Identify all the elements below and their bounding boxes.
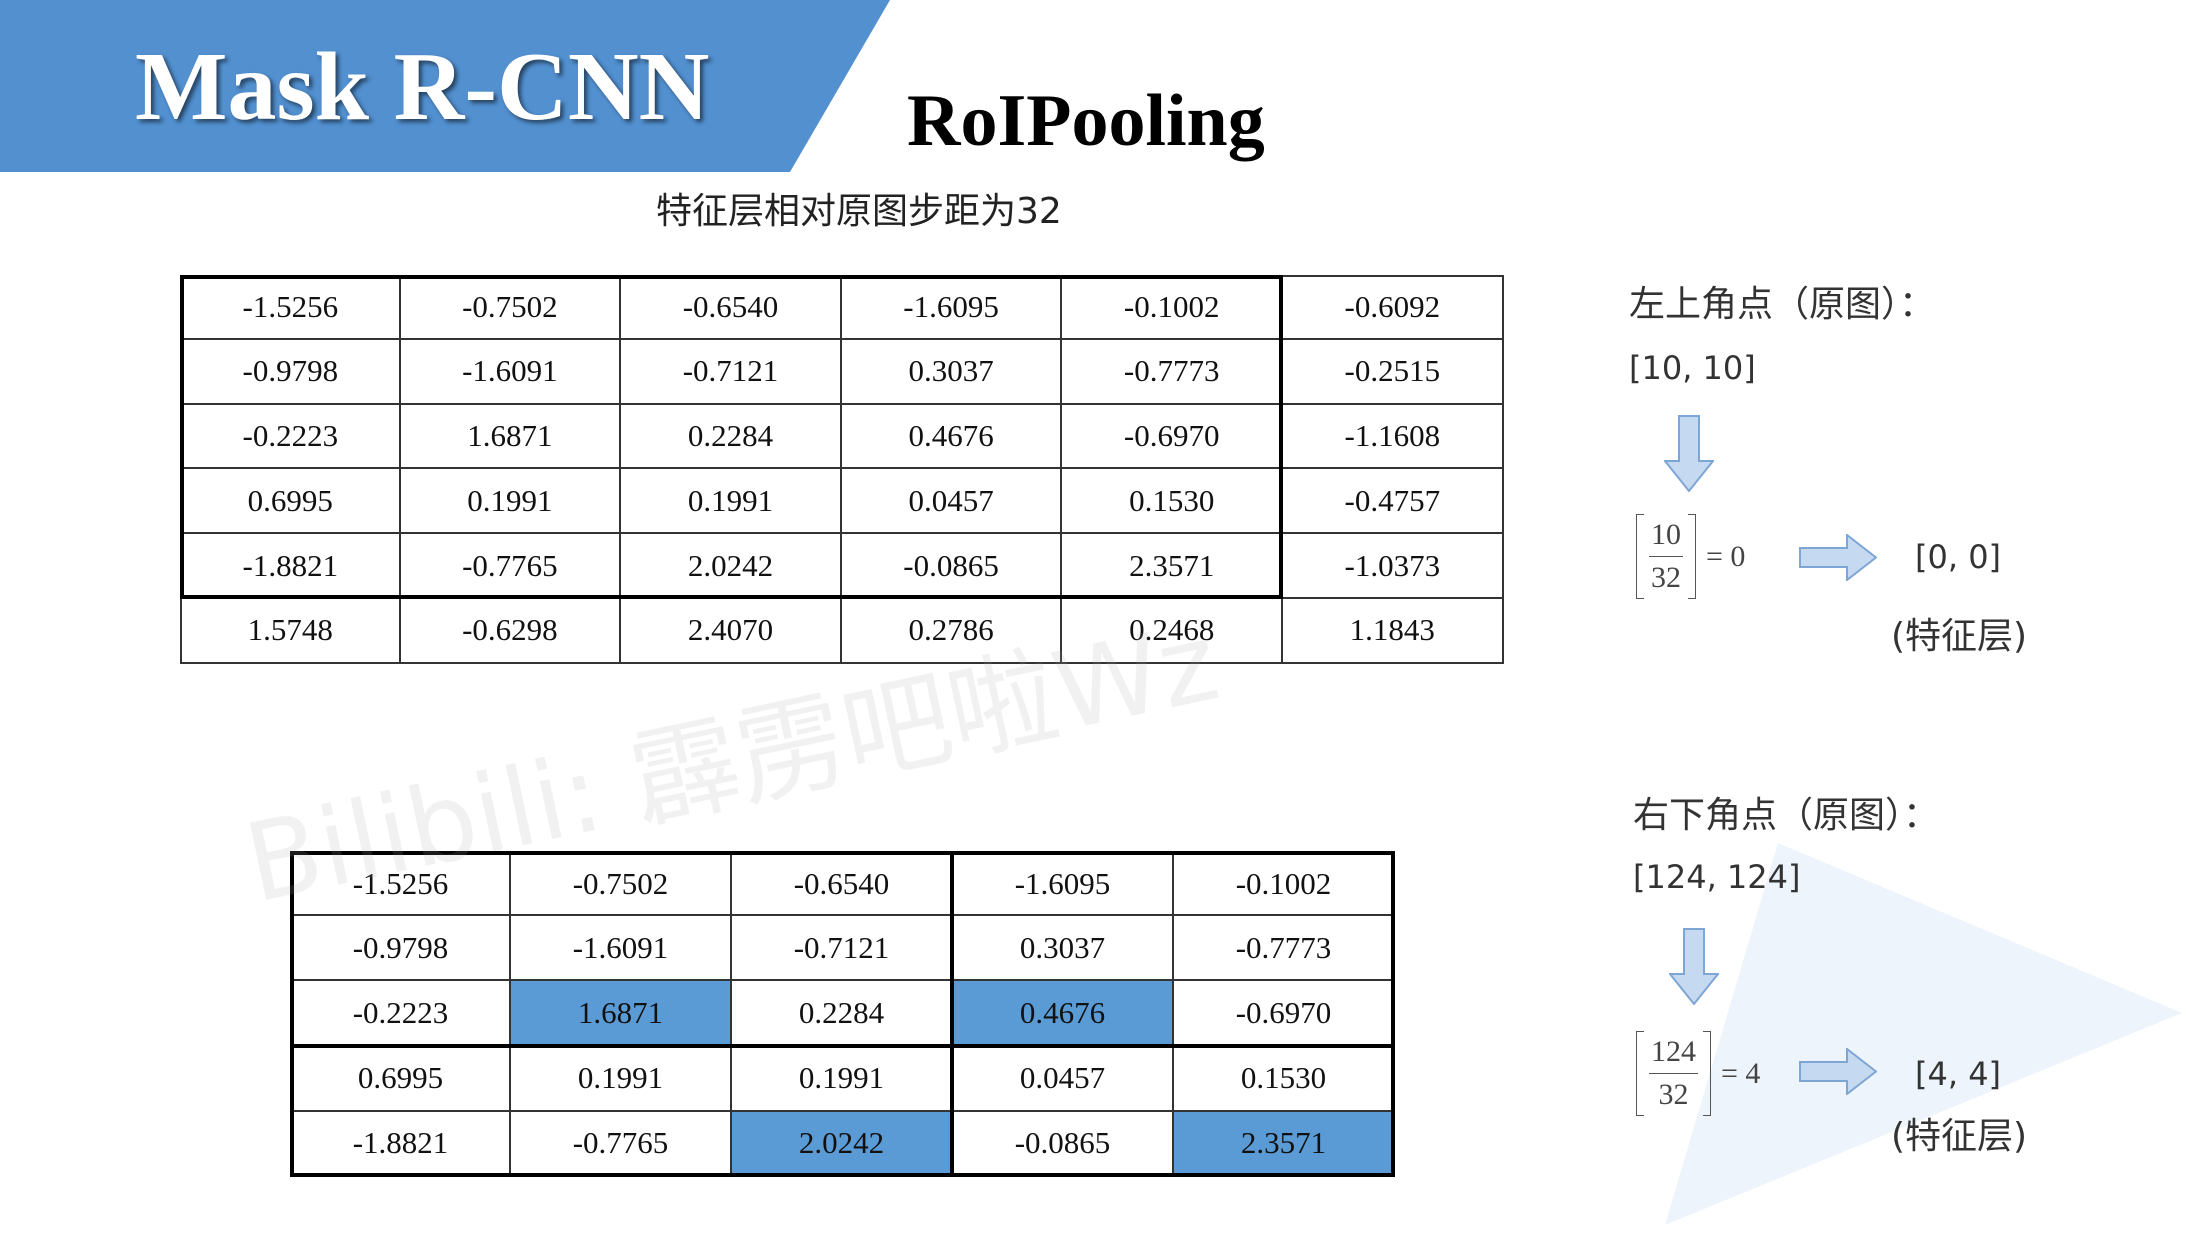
bottom-right-feature-coords: [4, 4] — [1915, 1055, 2002, 1093]
table-cell-highlighted: 0.4676 — [953, 981, 1174, 1047]
table-cell: -1.1608 — [1283, 404, 1504, 470]
table-cell: 0.3037 — [953, 916, 1174, 982]
table-cell: 0.2786 — [841, 599, 1063, 664]
top-left-feature-coords: [0, 0] — [1915, 538, 2002, 576]
feature-map-table: -1.5256 -0.7502 -0.6540 -1.6095 -0.1002 -0.60… — [180, 275, 1504, 664]
table-cell: -0.7502 — [511, 851, 732, 917]
table-cell: -0.7773 — [1174, 916, 1395, 982]
table-cell: 0.1991 — [400, 469, 622, 535]
arrow-right-icon — [1799, 1048, 1877, 1095]
table-cell: -0.1002 — [1062, 275, 1283, 340]
table-cell: 0.1530 — [1174, 1046, 1395, 1112]
fraction: 10 32 — [1644, 516, 1688, 598]
table-cell: -0.7121 — [732, 916, 953, 982]
table-cell: -1.0373 — [1283, 534, 1504, 599]
table-cell: -1.5256 — [180, 275, 401, 340]
left-bracket — [1636, 514, 1644, 599]
floor-division-formula: 10 32 = 0 — [1636, 514, 1745, 599]
table-cell: 0.1991 — [621, 469, 842, 535]
table-caption: 特征层相对原图步距为32 — [656, 191, 1062, 232]
arrow-down-icon — [1664, 415, 1714, 492]
roi-pooling-table: -1.5256 -0.7502 -0.6540 -1.6095 -0.1002 -0.97… — [290, 851, 1395, 1177]
table-cell: -0.0865 — [953, 1111, 1174, 1177]
table-cell: -0.6298 — [400, 599, 622, 664]
table-cell: -1.8821 — [290, 1111, 511, 1177]
table-cell: 0.6995 — [180, 469, 401, 535]
table-cell: 1.6871 — [400, 404, 622, 470]
table-cell: -1.6095 — [953, 851, 1174, 917]
right-bracket — [1703, 1031, 1711, 1116]
table-cell: 0.2284 — [732, 981, 953, 1047]
table-cell: -0.9798 — [180, 339, 401, 405]
table-cell: 0.4676 — [841, 404, 1063, 470]
table-cell: 0.1991 — [511, 1046, 732, 1112]
fraction-bar — [1649, 1072, 1698, 1075]
table-cell: 0.3037 — [841, 339, 1063, 405]
table-cell: 0.2468 — [1062, 599, 1283, 664]
table-cell: -0.7121 — [621, 339, 842, 405]
table-cell: -1.6091 — [400, 339, 622, 405]
bottom-right-original-coords: [124, 124] — [1633, 858, 1801, 896]
table-cell: -0.1002 — [1174, 851, 1395, 917]
table-cell: -1.5256 — [290, 851, 511, 917]
table-cell: 2.0242 — [621, 534, 842, 599]
table-cell: -0.2515 — [1283, 339, 1504, 405]
arrow-down-icon — [1669, 928, 1719, 1005]
table-cell: 0.0457 — [841, 469, 1063, 535]
table-cell: -0.7502 — [400, 275, 622, 340]
top-left-corner-label: 左上角点（原图）： — [1629, 284, 1936, 325]
title-banner — [0, 0, 890, 172]
right-bracket — [1688, 514, 1696, 599]
table-cell: -0.9798 — [290, 916, 511, 982]
fraction-bar — [1649, 555, 1683, 558]
table-cell: 0.1530 — [1062, 469, 1283, 535]
floor-division-formula: 124 32 = 4 — [1636, 1031, 1760, 1116]
table-cell: 1.1843 — [1283, 599, 1504, 664]
formula-result: = 0 — [1706, 539, 1746, 573]
table-cell: -0.2223 — [180, 404, 401, 470]
fraction-numerator: 10 — [1651, 517, 1681, 551]
fraction-denominator: 32 — [1651, 561, 1681, 595]
table-cell-highlighted: 1.6871 — [511, 981, 732, 1047]
fraction-denominator: 32 — [1658, 1078, 1689, 1112]
table-cell: -0.6092 — [1283, 275, 1504, 340]
table-cell: 0.2284 — [621, 404, 842, 470]
table-cell: -0.4757 — [1283, 469, 1504, 535]
table-cell: -0.0865 — [841, 534, 1063, 599]
table-cell: -1.6091 — [511, 916, 732, 982]
table-cell: -1.6095 — [841, 275, 1063, 340]
top-left-original-coords: [10, 10] — [1629, 349, 1756, 387]
table-cell: -0.6970 — [1174, 981, 1395, 1047]
table-cell: -0.6970 — [1062, 404, 1283, 470]
table-cell-highlighted: 2.3571 — [1174, 1111, 1395, 1177]
table-cell: -1.8821 — [180, 534, 401, 599]
left-bracket — [1636, 1031, 1644, 1116]
arrow-right-icon — [1799, 534, 1877, 581]
slide-title: Mask R-CNN — [135, 33, 710, 141]
table-cell: 2.4070 — [621, 599, 842, 664]
table-cell: -0.7773 — [1062, 339, 1283, 405]
table-cell: -0.6540 — [732, 851, 953, 917]
table-cell: 0.1991 — [732, 1046, 953, 1112]
table-cell: -0.2223 — [290, 981, 511, 1047]
table-cell: -0.7765 — [511, 1111, 732, 1177]
table-cell: 0.0457 — [953, 1046, 1174, 1112]
fraction: 124 32 — [1644, 1033, 1703, 1115]
table-cell: -0.6540 — [621, 275, 842, 340]
table-cell: 2.3571 — [1062, 534, 1283, 599]
top-left-feature-label: (特征层) — [1891, 616, 2028, 657]
table-cell: 0.6995 — [290, 1046, 511, 1112]
bottom-right-corner-label: 右下角点（原图）： — [1633, 795, 1940, 836]
fraction-numerator: 124 — [1651, 1034, 1696, 1068]
formula-result: = 4 — [1721, 1056, 1761, 1090]
table-cell: 1.5748 — [180, 599, 401, 664]
bottom-right-feature-label: (特征层) — [1891, 1116, 2028, 1157]
table-cell-highlighted: 2.0242 — [732, 1111, 953, 1177]
table-cell: -0.7765 — [400, 534, 622, 599]
slide-subtitle: RoIPooling — [907, 80, 1265, 162]
